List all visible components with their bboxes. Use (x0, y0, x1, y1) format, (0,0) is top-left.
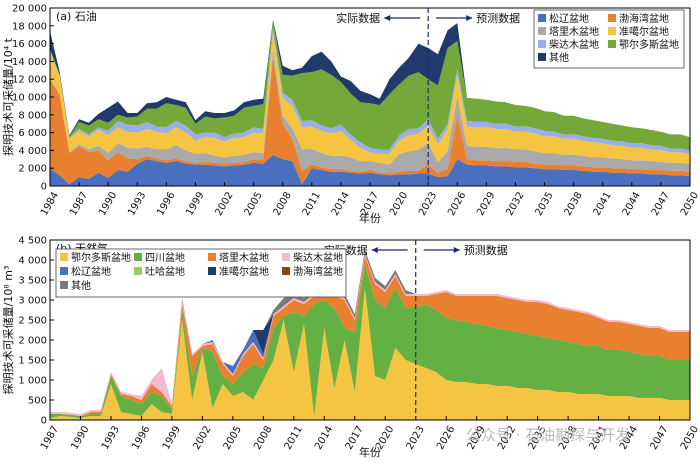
area-series-6 (50, 21, 690, 151)
actual-arrow-head (371, 247, 378, 253)
y-tick-label: 16 000 (12, 39, 47, 50)
legend-swatch (538, 14, 546, 22)
legend-swatch (60, 281, 68, 289)
y-tick-label: 2 000 (18, 164, 47, 175)
legend-swatch (608, 27, 616, 35)
legend-swatch (208, 253, 216, 261)
area-series-2 (50, 57, 690, 185)
legend-label: 准噶尔盆地 (219, 265, 269, 278)
y-tick-label: 4 500 (18, 236, 47, 247)
forecast-arrow-head (453, 247, 460, 253)
plot-frame (49, 239, 691, 421)
y-tick-label: 3 000 (18, 296, 47, 307)
y-tick-label: 18 000 (12, 21, 47, 32)
y-tick-label: 10 000 (12, 93, 47, 104)
legend-swatch (608, 14, 616, 22)
legend-swatch (282, 267, 290, 275)
legend-label: 其他 (549, 51, 569, 64)
area-series-3 (50, 49, 690, 174)
y-tick-label: 20 000 (12, 4, 47, 15)
actual-arrow-head (384, 15, 391, 21)
forecast-data-label: 预测数据 (464, 243, 508, 257)
legend-label: 渤海湾盆地 (619, 12, 669, 25)
legend-swatch (538, 40, 546, 48)
y-tick-label: 12 000 (12, 75, 47, 86)
legend-box (55, 248, 347, 298)
area-series-4 (50, 32, 690, 165)
panel-a-oil-chart: 0 2 000 4 000 6 000 8 000 10 000 12 000 14 000 1… (1, 4, 700, 226)
legend-swatch (60, 253, 68, 261)
y-tick-label: 6 000 (18, 128, 47, 139)
legend-swatch (538, 53, 546, 61)
legend-swatch (60, 267, 68, 275)
area-series-1 (50, 288, 690, 420)
y-tick-label: 2 000 (18, 336, 47, 347)
legend-label: 鄂尔多斯盆地 (619, 38, 679, 51)
actual-data-label: 实际数据 (336, 11, 380, 25)
y-axis-title: 探明技术可采储量/10⁸ m³ (1, 266, 15, 395)
legend-label: 吐哈盆地 (145, 265, 185, 278)
legend-label: 柴达木盆地 (549, 38, 599, 51)
y-tick-label: 8 000 (18, 110, 47, 121)
y-tick-label: 0 (41, 182, 47, 193)
legend-label: 其他 (71, 279, 91, 292)
y-tick-label: 0 (41, 416, 47, 427)
legend-label: 鄂尔多斯盆地 (71, 251, 131, 264)
y-tick-label: 14 000 (12, 57, 47, 68)
legend-label: 塔里木盆地 (219, 251, 269, 264)
legend-label: 松辽盆地 (549, 12, 589, 25)
legend-label: 塔里木盆地 (549, 25, 599, 38)
x-axis-title: 年份 (359, 211, 381, 225)
legend-swatch (538, 27, 546, 35)
legend-label: 四川盆地 (145, 251, 185, 264)
legend-swatch (608, 40, 616, 48)
y-axis-title: 探明技术可采储量/10⁴ t (1, 37, 15, 156)
y-tick-label: 2 500 (18, 316, 47, 327)
y-tick-label: 1 500 (18, 356, 47, 367)
forecast-arrow-head (466, 15, 473, 21)
legend-swatch (134, 267, 142, 275)
y-tick-label: 1 000 (18, 376, 47, 387)
y-tick-label: 3 500 (18, 276, 47, 287)
y-tick-label: 4 000 (18, 256, 47, 267)
area-series-3 (50, 256, 690, 416)
legend-label: 柴达木盆地 (293, 251, 343, 264)
x-axis-title: 年份 (359, 445, 381, 459)
watermark: 公众号 · 石油勘探与开发 (466, 426, 630, 444)
y-tick-label: 500 (28, 396, 47, 407)
legend-swatch (282, 253, 290, 261)
legend-swatch (208, 267, 216, 275)
legend-swatch (134, 253, 142, 261)
area-series-2 (50, 264, 690, 418)
y-tick-label: 4 000 (18, 146, 47, 157)
legend-label: 准噶尔盆地 (619, 25, 669, 38)
forecast-data-label: 预测数据 (476, 11, 520, 25)
panel-title: (a) 石油 (56, 9, 97, 23)
legend-label: 松辽盆地 (71, 265, 111, 278)
legend-label: 渤海湾盆地 (293, 265, 343, 278)
area-series-1 (50, 154, 690, 186)
